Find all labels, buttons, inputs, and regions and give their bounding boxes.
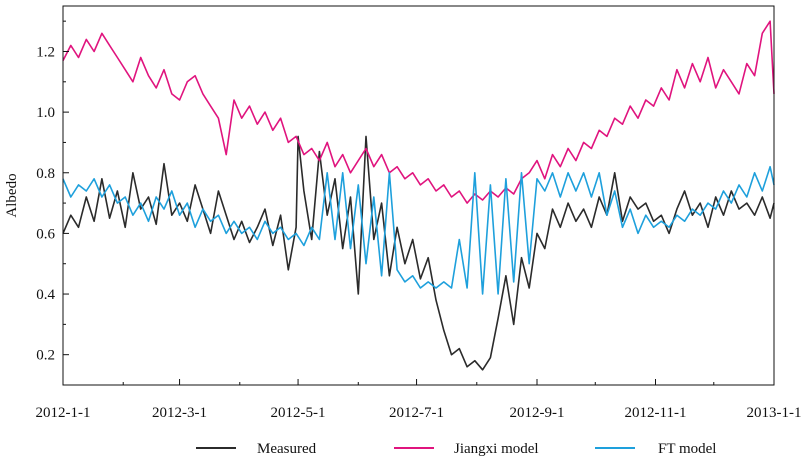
x-tick-label: 2013-1-1	[747, 405, 802, 421]
x-tick-label: 2012-5-1	[271, 405, 326, 421]
y-tick-label: 0.6	[36, 226, 55, 242]
y-axis-title: Albedo	[4, 173, 20, 217]
legend: Measured Jiangxi model FT model	[196, 441, 716, 457]
x-tick-label: 2012-9-1	[510, 405, 565, 421]
series-layer	[62, 20, 775, 371]
series-line-jiangxi-model	[62, 20, 775, 204]
series-line-measured	[62, 135, 775, 371]
plot-frame	[62, 5, 775, 386]
series-line-ft-model	[62, 165, 775, 295]
x-tick-label: 2012-3-1	[152, 405, 207, 421]
legend-label: Jiangxi model	[454, 441, 539, 457]
x-tick-label: 2012-11-1	[625, 405, 687, 421]
x-tick-label: 2012-1-1	[36, 405, 91, 421]
x-tick-label: 2012-7-1	[389, 405, 444, 421]
legend-label: Measured	[257, 441, 317, 457]
y-tick-label: 0.4	[36, 287, 55, 303]
legend-label: FT model	[658, 441, 716, 457]
y-tick-label: 1.0	[36, 105, 55, 121]
y-tick-label: 0.8	[36, 166, 55, 182]
ticks-layer: 2012-1-1 2012-3-1 2012-5-1 2012-7-1 2012-9-1…	[36, 20, 802, 421]
y-tick-label: 1.2	[36, 44, 55, 60]
y-tick-label: 0.2	[36, 348, 55, 364]
